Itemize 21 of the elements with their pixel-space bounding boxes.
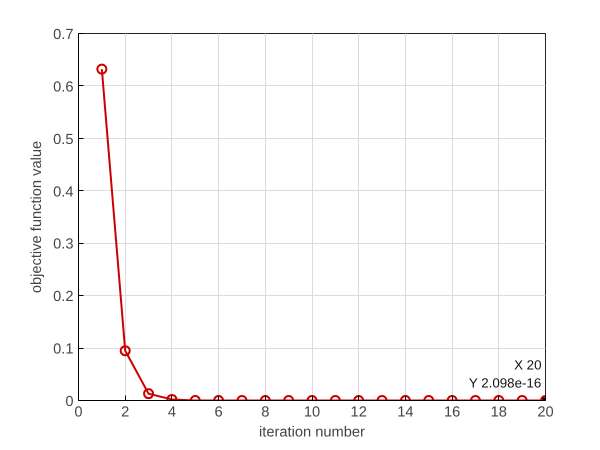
x-tick-label: 4 <box>168 404 176 420</box>
x-tick-label: 18 <box>490 404 507 420</box>
x-tick-label: 10 <box>304 404 320 420</box>
y-axis-title: objective function value <box>29 140 46 294</box>
x-tick-label: 12 <box>350 404 367 420</box>
y-tick-label: 0.5 <box>53 132 74 148</box>
x-tick-label: 20 <box>537 404 554 420</box>
y-tick-label: 0.1 <box>53 342 74 358</box>
x-tick-label: 8 <box>261 404 270 420</box>
x-tick-label: 16 <box>444 404 460 420</box>
annotation: X 20 Y 2.098e-16 <box>468 358 542 390</box>
y-tick-label: 0.2 <box>53 289 74 306</box>
y-tick-label: 0.3 <box>53 236 74 253</box>
y-tick-label: 0.6 <box>53 79 74 96</box>
x-tick-label: 6 <box>214 404 223 420</box>
y-tick-label: 0 <box>65 394 74 410</box>
y-tick-label: 0.7 <box>53 27 74 43</box>
x-axis-title: iteration number <box>259 424 366 440</box>
x-tick-label: 2 <box>121 404 130 420</box>
y-tick-label: 0.4 <box>53 184 74 200</box>
x-tick-label: 14 <box>397 404 414 420</box>
